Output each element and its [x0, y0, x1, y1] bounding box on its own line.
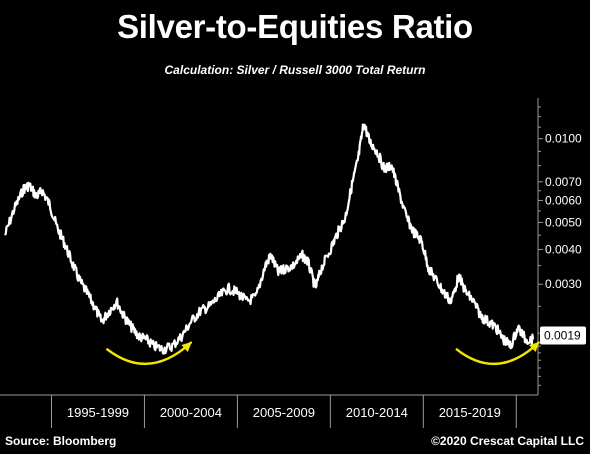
- chart-subtitle: Calculation: Silver / Russell 3000 Total…: [164, 63, 426, 77]
- x-period-label: 2010-2014: [346, 405, 408, 420]
- annotation-arrow: [106, 341, 193, 366]
- y-tick-label: 0.0070: [545, 175, 582, 189]
- source-note: Source: Bloomberg: [5, 434, 117, 448]
- x-period-label: 2000-2004: [160, 405, 222, 420]
- annotation-arrowhead: [529, 341, 540, 353]
- annotation-arrowhead: [181, 341, 192, 352]
- y-tick-label: 0.0040: [545, 242, 582, 256]
- x-period-label: 2005-2009: [253, 405, 315, 420]
- last-value-box: [540, 326, 586, 345]
- y-tick-label: 0.0050: [545, 215, 582, 229]
- last-value-label: 0.0019: [544, 328, 581, 342]
- y-tick-label: 0.0030: [545, 277, 582, 291]
- y-tick-label: 0.0060: [545, 193, 582, 207]
- x-period-label: 2015-2019: [439, 405, 501, 420]
- x-period-label: 1995-1999: [67, 405, 129, 420]
- copyright-note: ©2020 Crescat Capital LLC: [431, 434, 584, 448]
- ratio-series-line: [4, 123, 535, 355]
- y-tick-label: 0.0100: [545, 132, 582, 146]
- chart-title: Silver-to-Equities Ratio: [117, 8, 473, 45]
- annotation-arrow: [455, 341, 540, 365]
